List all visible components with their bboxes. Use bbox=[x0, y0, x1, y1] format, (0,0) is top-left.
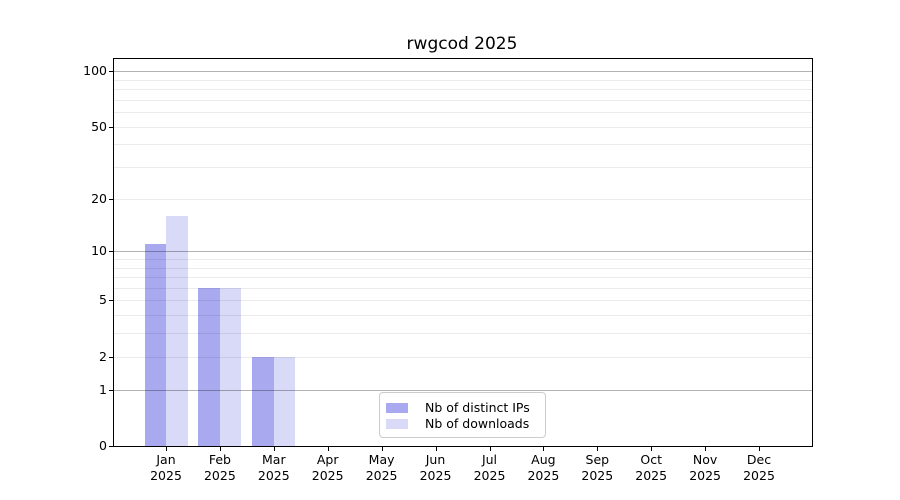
y-tick-mark bbox=[109, 389, 113, 391]
x-axis-tick-label: Feb 2025 bbox=[203, 452, 236, 483]
gridline-minor bbox=[114, 88, 812, 90]
x-tick-mark bbox=[759, 447, 760, 451]
y-axis-tick-label: 0 bbox=[99, 438, 107, 453]
x-axis-tick-label: Jul 2025 bbox=[473, 452, 506, 483]
legend-swatch-downloads bbox=[386, 418, 408, 429]
gridline-minor bbox=[114, 144, 812, 146]
bar-nb-of-distinct-ips-feb bbox=[198, 287, 220, 446]
gridline-minor bbox=[114, 315, 812, 317]
y-tick-mark bbox=[109, 126, 113, 128]
x-tick-mark bbox=[489, 447, 491, 451]
bar-nb-of-downloads-mar bbox=[273, 356, 296, 446]
y-tick-mark bbox=[109, 251, 113, 253]
x-axis-tick-label: Apr 2025 bbox=[311, 452, 344, 483]
gridline-minor bbox=[114, 198, 812, 200]
y-tick-mark bbox=[109, 446, 113, 447]
x-tick-mark bbox=[166, 447, 167, 451]
y-axis-tick-label: 50 bbox=[91, 118, 107, 134]
x-tick-mark bbox=[273, 447, 275, 451]
x-tick-mark bbox=[597, 447, 599, 451]
bar-nb-of-distinct-ips-mar bbox=[252, 356, 274, 446]
legend-label-downloads: Nb of downloads bbox=[425, 416, 530, 431]
chart-title: rwgcod 2025 bbox=[406, 34, 518, 54]
x-axis-tick-label: Aug 2025 bbox=[527, 452, 560, 483]
bars-layer bbox=[114, 59, 812, 446]
y-axis-tick-label: 1 bbox=[99, 381, 107, 397]
x-tick-mark bbox=[705, 447, 707, 451]
plot-area: 100 50 20 10 5 2 1 0 Jan 2025 Feb 2025 Mar 2025 Apr… bbox=[83, 58, 813, 483]
bar-nb-of-downloads-jan bbox=[166, 215, 188, 446]
gridline-minor bbox=[114, 99, 812, 101]
legend-swatch-distinct-ips bbox=[386, 402, 408, 413]
y-tick-mark bbox=[109, 71, 113, 72]
gridline-major bbox=[114, 389, 812, 391]
x-axis-tick-label: Oct 2025 bbox=[635, 452, 668, 483]
x-tick-mark bbox=[435, 447, 437, 451]
y-tick-mark bbox=[109, 300, 113, 302]
x-tick-mark bbox=[543, 447, 545, 451]
y-axis-tick-label: 10 bbox=[91, 243, 107, 259]
y-axis-tick-label: 20 bbox=[91, 190, 107, 206]
gridline-minor bbox=[114, 79, 812, 81]
grid-layer bbox=[114, 59, 812, 446]
y-axis-tick-label: 5 bbox=[99, 292, 107, 308]
x-axis-tick-label: Nov 2025 bbox=[689, 452, 721, 483]
x-tick-mark bbox=[327, 447, 329, 451]
gridline-minor bbox=[114, 267, 812, 269]
y-tick-mark bbox=[109, 198, 113, 200]
axes-ticks-layer: 100 50 20 10 5 2 1 0 Jan 2025 Feb 2025 Mar 2025 Apr… bbox=[83, 59, 812, 483]
y-axis-tick-label: 100 bbox=[83, 63, 107, 78]
x-axis-tick-label: Sep 2025 bbox=[581, 452, 614, 483]
gridline-minor bbox=[114, 167, 812, 168]
gridline-minor bbox=[114, 300, 812, 302]
x-axis-tick-label: Dec 2025 bbox=[743, 452, 775, 483]
y-axis-tick-label: 2 bbox=[99, 348, 107, 364]
gridline-minor bbox=[114, 258, 812, 260]
bar-nb-of-downloads-feb bbox=[219, 287, 242, 446]
gridline-major bbox=[114, 71, 812, 72]
legend-item-distinct-ips: Nb of distinct IPs bbox=[386, 400, 537, 415]
gridline-major bbox=[114, 251, 812, 253]
gridline-minor bbox=[114, 277, 812, 278]
legend: Nb of distinct IPs Nb of downloads bbox=[379, 392, 546, 438]
bar-nb-of-distinct-ips-jan bbox=[144, 244, 166, 446]
x-tick-mark bbox=[651, 447, 653, 451]
gridline-minor bbox=[114, 126, 812, 128]
x-tick-mark bbox=[381, 447, 383, 451]
x-tick-mark bbox=[219, 447, 221, 451]
gridline-minor bbox=[114, 356, 812, 358]
x-axis-tick-label: Mar 2025 bbox=[257, 452, 290, 483]
y-tick-mark bbox=[109, 356, 113, 358]
gridline-minor bbox=[114, 287, 812, 289]
x-axis-tick-label: Jan 2025 bbox=[150, 452, 182, 483]
x-axis-tick-label: Jun 2025 bbox=[419, 452, 452, 483]
x-axis-tick-label: May 2025 bbox=[365, 452, 398, 483]
legend-label-distinct-ips: Nb of distinct IPs bbox=[425, 400, 530, 415]
gridline-minor bbox=[114, 112, 812, 113]
legend-item-downloads: Nb of downloads bbox=[386, 416, 537, 431]
gridline-minor bbox=[114, 333, 812, 335]
